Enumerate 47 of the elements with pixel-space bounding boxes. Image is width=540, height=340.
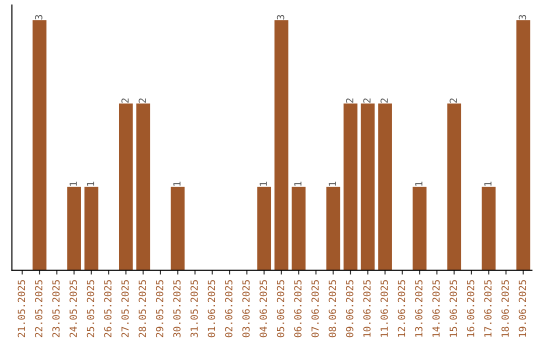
x-tick-label: 12.06.2025 xyxy=(398,280,406,337)
x-tick-label: 23.05.2025 xyxy=(52,280,60,338)
x-tick-label: 09.06.2025 xyxy=(346,280,354,338)
data-label: 1 xyxy=(328,182,336,186)
x-tick-label: 04.06.2025 xyxy=(260,280,267,338)
x-tick-label: 14.06.2025 xyxy=(432,280,440,337)
x-tick-label: 27.05.2025 xyxy=(121,280,129,338)
data-label: 3 xyxy=(35,14,42,20)
x-tick-label: 17.06.2025 xyxy=(484,280,492,337)
x-tick-label: 26.05.2025 xyxy=(104,280,112,338)
data-label: 2 xyxy=(346,98,354,103)
data-label: 1 xyxy=(484,182,492,186)
data-label: 1 xyxy=(294,182,302,186)
x-tick-label: 10.06.2025 xyxy=(363,280,371,337)
data-label: 1 xyxy=(260,182,267,186)
x-tick-label: 31.05.2025 xyxy=(190,280,198,338)
x-tick-label: 02.06.2025 xyxy=(225,280,232,338)
x-tick-label: 24.05.2025 xyxy=(70,280,77,338)
data-label: 2 xyxy=(450,98,457,103)
data-label: 1 xyxy=(70,182,77,186)
data-label: 2 xyxy=(121,98,129,103)
x-tick-label: 29.05.2025 xyxy=(156,280,164,338)
x-tick-label: 28.05.2025 xyxy=(138,280,146,338)
data-label: 3 xyxy=(518,14,526,20)
x-tick-label: 15.06.2025 xyxy=(450,280,458,337)
x-tick-label: 07.06.2025 xyxy=(311,280,319,338)
data-label: 2 xyxy=(380,98,388,103)
x-tick-label: 11.06.2025 xyxy=(380,280,388,337)
x-tick-label: 16.06.2025 xyxy=(466,280,474,337)
data-label: 2 xyxy=(363,98,370,103)
data-label: 2 xyxy=(138,98,146,103)
x-tick-label: 21.05.2025 xyxy=(18,280,26,338)
x-tick-label: 13.06.2025 xyxy=(415,280,422,337)
x-tick-label: 18.06.2025 xyxy=(501,280,509,337)
x-tick-label: 25.05.2025 xyxy=(86,280,94,338)
x-tick-label: 06.06.2025 xyxy=(294,280,302,338)
data-label: 1 xyxy=(86,182,94,186)
x-tick-label: 05.06.2025 xyxy=(276,280,284,338)
x-tick-label: 08.06.2025 xyxy=(328,280,336,338)
x-tick-label: 30.05.2025 xyxy=(173,280,181,338)
x-tick-label: 03.06.2025 xyxy=(242,280,250,338)
data-label: 1 xyxy=(173,182,180,186)
x-tick-label: 19.06.2025 xyxy=(518,280,526,337)
x-tick-label: 01.06.2025 xyxy=(208,280,216,338)
data-label: 3 xyxy=(276,14,284,20)
data-label: 1 xyxy=(415,182,422,186)
x-tick-label: 22.05.2025 xyxy=(35,280,42,338)
